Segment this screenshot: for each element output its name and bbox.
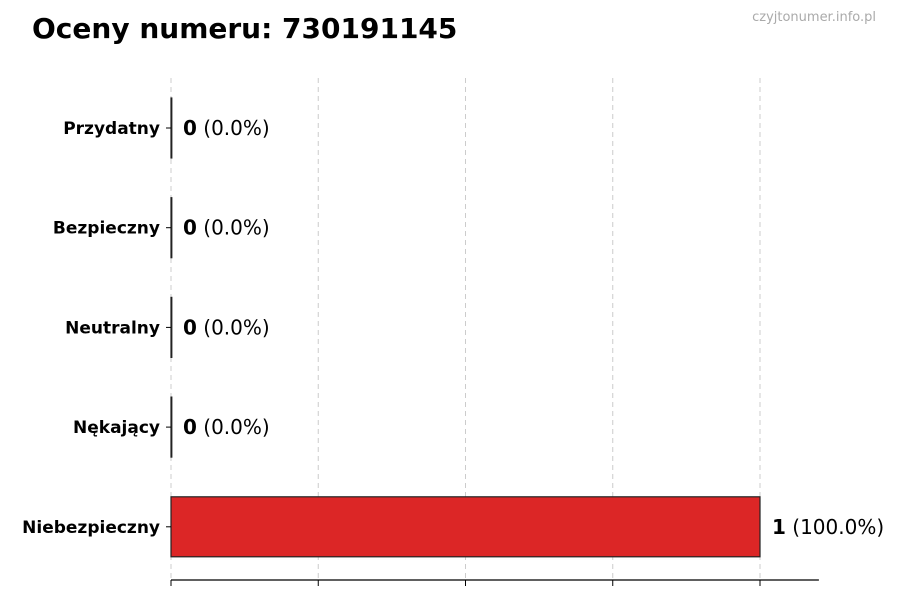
watermark: czyjtonumer.info.pl xyxy=(752,10,876,25)
bar-3 xyxy=(170,396,173,458)
category-label: Niebezpieczny xyxy=(22,518,160,538)
category-label: Nękający xyxy=(73,418,160,438)
bar-4 xyxy=(170,496,761,558)
chart-title: Oceny numeru: 730191145 xyxy=(32,12,458,45)
category-label: Przydatny xyxy=(63,119,160,139)
data-label: 0 (0.0%) xyxy=(183,315,270,339)
bar-2 xyxy=(170,296,173,358)
bar-0 xyxy=(170,97,173,159)
data-label: 0 (0.0%) xyxy=(183,116,270,140)
bar-1 xyxy=(170,197,173,259)
category-label: Neutralny xyxy=(65,318,160,338)
data-label: 1 (100.0%) xyxy=(772,515,884,539)
data-label: 0 (0.0%) xyxy=(183,216,270,240)
category-label: Bezpieczny xyxy=(53,219,160,239)
data-label: 0 (0.0%) xyxy=(183,415,270,439)
